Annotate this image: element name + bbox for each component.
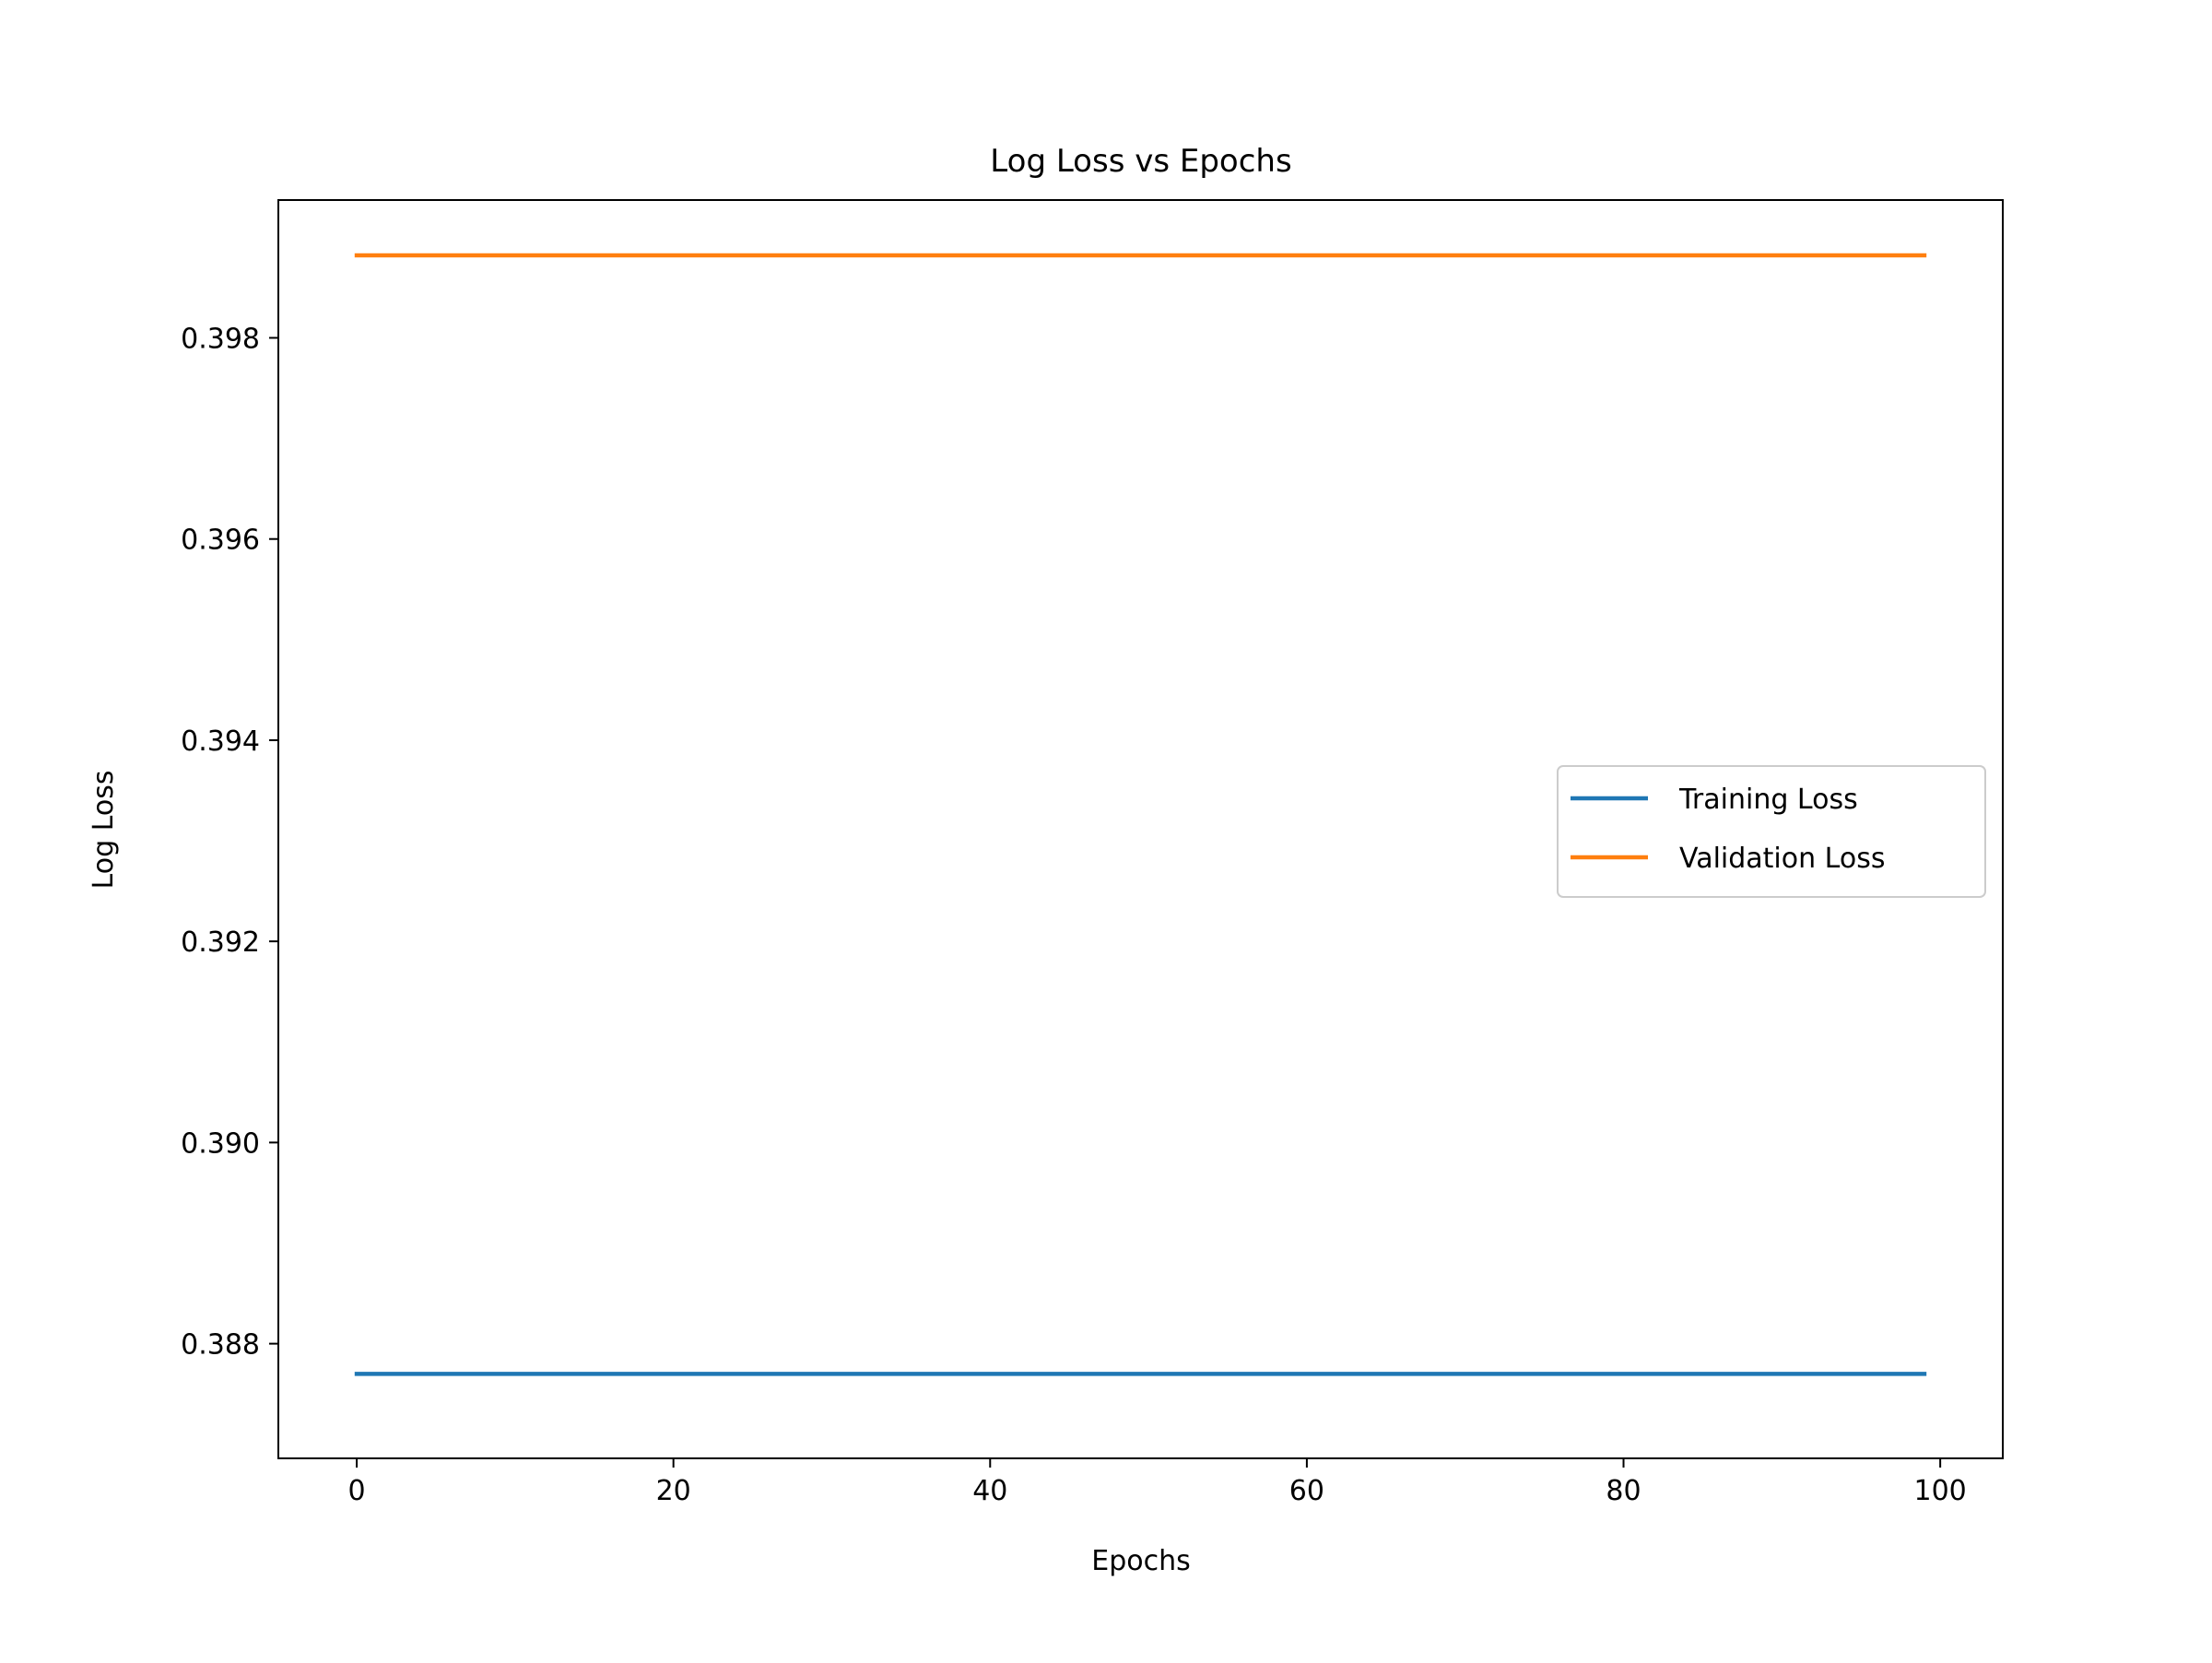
axes: 0 20 40 60 80 100 0.388 0.390 0.392 0.394 0.396 0.3…: [181, 199, 2004, 1507]
y-tick-label: 0.396: [181, 525, 260, 557]
y-tick-label: 0.398: [181, 323, 260, 355]
legend-label: Validation Loss: [1679, 843, 1885, 875]
plot-area: [354, 253, 1927, 1376]
y-axis-label: Log Loss: [88, 771, 120, 890]
x-axis-label: Epochs: [1091, 1545, 1191, 1577]
y-tick-label: 0.394: [181, 725, 260, 758]
x-tick-label: 20: [656, 1475, 691, 1507]
axes-frame: [277, 199, 2004, 1459]
x-tick-label: 80: [1606, 1475, 1641, 1507]
legend: Training Loss Validation Loss: [1557, 765, 1986, 898]
x-tick-label: 60: [1289, 1475, 1324, 1507]
y-tick-label: 0.388: [181, 1329, 260, 1362]
chart-title: Log Loss vs Epochs: [990, 143, 1291, 180]
x-tick-label: 0: [347, 1475, 365, 1507]
y-tick-label: 0.390: [181, 1127, 260, 1160]
y-tick-label: 0.392: [181, 926, 260, 959]
x-tick-label: 100: [1914, 1475, 1967, 1507]
x-tick-label: 40: [972, 1475, 1007, 1507]
legend-label: Training Loss: [1678, 784, 1858, 816]
legend-box: [1557, 765, 1986, 898]
